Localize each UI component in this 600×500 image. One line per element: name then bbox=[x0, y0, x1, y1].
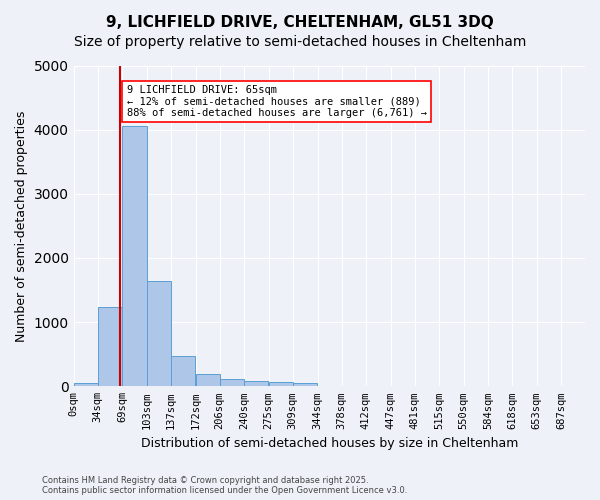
Bar bbox=[269, 382, 293, 386]
Bar bbox=[244, 382, 268, 386]
X-axis label: Distribution of semi-detached houses by size in Cheltenham: Distribution of semi-detached houses by … bbox=[140, 437, 518, 450]
Bar bbox=[122, 126, 146, 386]
Bar bbox=[74, 383, 98, 386]
Text: 9 LICHFIELD DRIVE: 65sqm
← 12% of semi-detached houses are smaller (889)
88% of : 9 LICHFIELD DRIVE: 65sqm ← 12% of semi-d… bbox=[127, 84, 427, 118]
Bar bbox=[98, 306, 122, 386]
Bar bbox=[171, 356, 195, 386]
Bar bbox=[146, 281, 171, 386]
Bar bbox=[196, 374, 220, 386]
Bar bbox=[293, 383, 317, 386]
Text: Contains HM Land Registry data © Crown copyright and database right 2025.
Contai: Contains HM Land Registry data © Crown c… bbox=[42, 476, 407, 495]
Bar bbox=[220, 379, 244, 386]
Y-axis label: Number of semi-detached properties: Number of semi-detached properties bbox=[15, 110, 28, 342]
Text: 9, LICHFIELD DRIVE, CHELTENHAM, GL51 3DQ: 9, LICHFIELD DRIVE, CHELTENHAM, GL51 3DQ bbox=[106, 15, 494, 30]
Text: Size of property relative to semi-detached houses in Cheltenham: Size of property relative to semi-detach… bbox=[74, 35, 526, 49]
